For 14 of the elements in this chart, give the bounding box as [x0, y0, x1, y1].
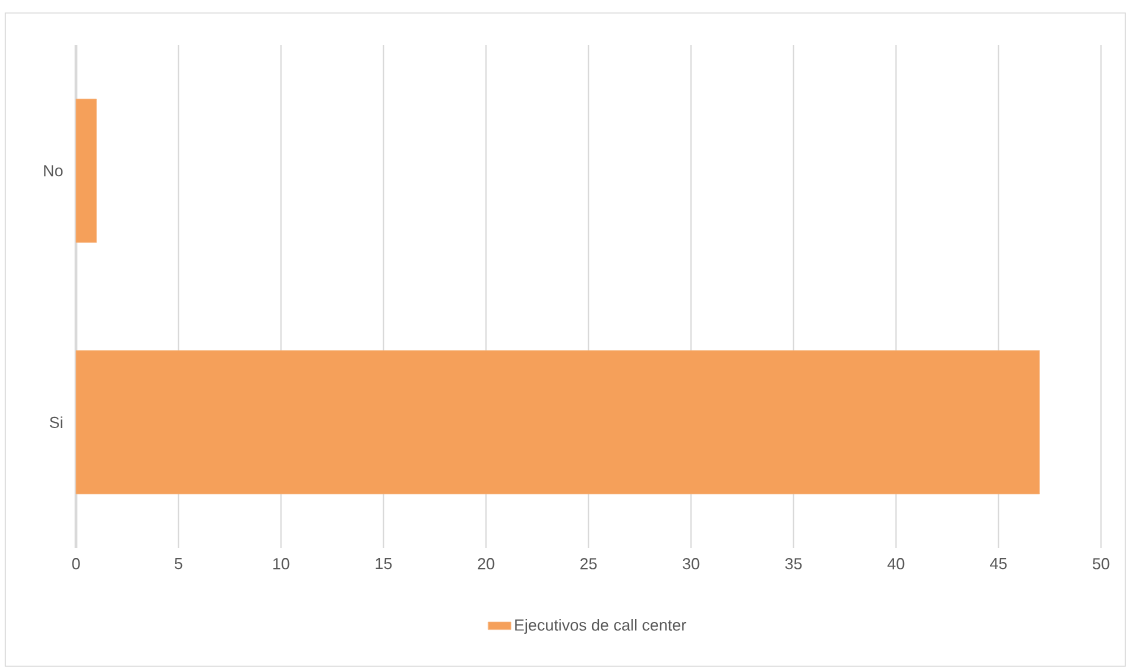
x-tick-label: 20 [477, 558, 495, 570]
x-tick-label: 50 [1092, 558, 1110, 570]
y-tick-label: Si [49, 416, 63, 429]
x-tick-label: 10 [273, 558, 290, 570]
y-tick-label: No [44, 165, 63, 177]
x-tick-label: 35 [785, 558, 802, 570]
x-tick-label: 25 [580, 558, 597, 570]
x-tick-label: 40 [887, 558, 905, 570]
x-tick-label: 0 [72, 558, 80, 570]
x-tick-label: 45 [989, 558, 1007, 570]
x-tick-label: 30 [682, 558, 700, 570]
legend-label: Ejecutivos de call center [515, 619, 687, 634]
x-tick-label: 5 [174, 558, 183, 570]
x-tick-label: 15 [375, 558, 392, 570]
